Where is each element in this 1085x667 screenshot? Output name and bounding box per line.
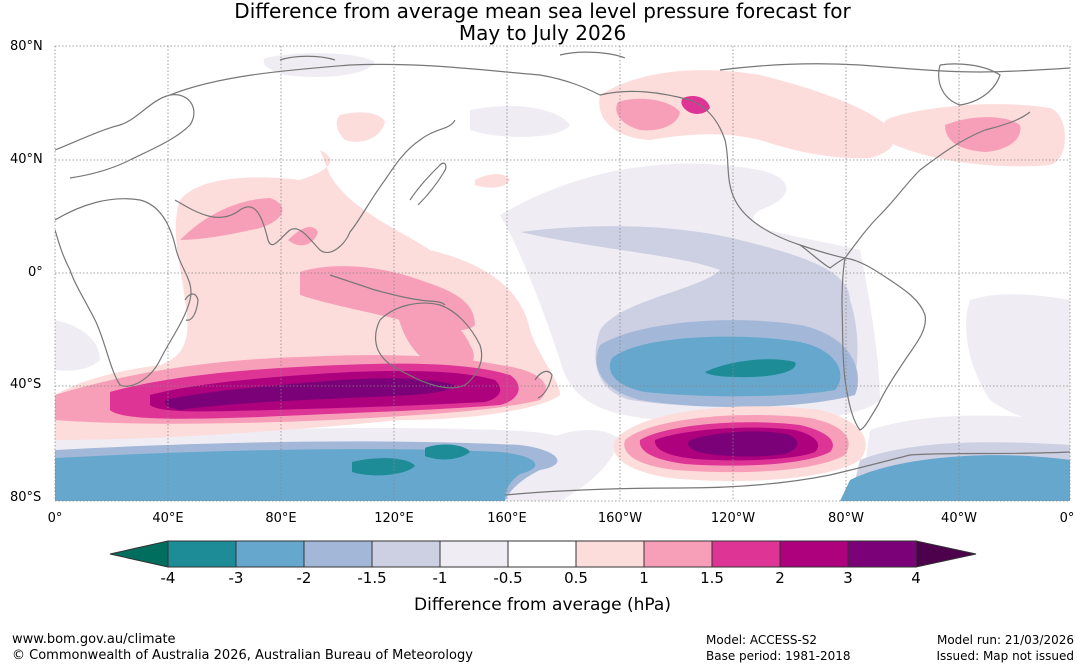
lat-label-80s: 80°S xyxy=(10,490,42,505)
coast-canada-north xyxy=(719,63,1070,73)
colorbar-segment-3 xyxy=(847,540,917,568)
colorbar-tick-label: -3 xyxy=(228,569,244,587)
arctic-weak-negative xyxy=(263,53,375,78)
southern-ocean-high xyxy=(688,431,798,457)
antarctic-core-1 xyxy=(352,458,415,476)
south-indian-ocean-high xyxy=(164,378,456,410)
colorbar-tick-label: 0.5 xyxy=(564,569,588,587)
colorbar-segment-lt-minus4 xyxy=(109,540,169,568)
colorbar-tick-label: 1 xyxy=(639,569,649,587)
coast-arctic-islands xyxy=(279,51,626,61)
coast-asia-south xyxy=(174,119,456,253)
colorbar-tick-label: 4 xyxy=(911,569,921,587)
lon-label-40w: 40°W xyxy=(941,511,977,526)
lon-label-80w: 80°W xyxy=(828,511,864,526)
map-title-line1: Difference from average mean sea level p… xyxy=(234,0,851,23)
eq-atlantic-weak-negative xyxy=(55,320,100,371)
arabia-india-positive xyxy=(180,198,283,240)
lat-label-80n: 80°N xyxy=(10,39,43,54)
lon-label-120e: 120°E xyxy=(374,511,414,526)
footer-base-period: Base period: 1981-2018 xyxy=(706,649,851,663)
colorbar-title: Difference from average (hPa) xyxy=(414,595,671,615)
lon-label-120w: 120°W xyxy=(710,511,756,526)
colorbar-segment-minus2 xyxy=(303,540,373,568)
coast-antarctica xyxy=(504,451,1070,496)
footer-model: Model: ACCESS-S2 xyxy=(706,633,818,647)
antarctic-coast-low-east xyxy=(840,455,1070,501)
colorbar-tick-label: -1 xyxy=(432,569,448,587)
north-pacific-positive xyxy=(599,70,894,159)
colorbar-segment-1 xyxy=(643,540,713,568)
footer-model-run: Model run: 21/03/2026 xyxy=(936,633,1074,647)
colorbar-tick-label: 2 xyxy=(775,569,785,587)
coast-africa xyxy=(55,198,192,387)
colorbar-segment-minus1-5 xyxy=(371,540,441,568)
coast-asia-north xyxy=(169,63,601,96)
central-asia-positive xyxy=(336,112,385,142)
alaska-high xyxy=(681,96,710,114)
lon-label-160e: 160°E xyxy=(487,511,527,526)
coast-new-zealand xyxy=(534,370,553,399)
alaska-high-1 xyxy=(616,98,680,131)
coast-central-america xyxy=(799,244,846,269)
colorbar-tick-label: 3 xyxy=(843,569,853,587)
lon-label-0-east: 0° xyxy=(1059,511,1075,526)
coast-indonesia xyxy=(329,274,446,306)
lat-label-40n: 40°N xyxy=(10,152,43,167)
colorbar-segment-minus4 xyxy=(167,540,237,568)
australia-positive xyxy=(395,300,474,372)
coast-japan xyxy=(409,162,447,206)
bay-of-bengal-positive xyxy=(288,226,318,246)
lon-label-80e: 80°E xyxy=(265,511,297,526)
colorbar-tick-label: -0.5 xyxy=(493,569,523,587)
coast-greenland xyxy=(938,63,1001,106)
se-pacific-low-core xyxy=(705,359,796,378)
coast-europe xyxy=(55,94,195,179)
lat-label-40s: 40°S xyxy=(10,377,42,392)
colorbar-segment-1-5 xyxy=(711,540,781,568)
lon-label-160w: 160°W xyxy=(597,511,643,526)
footer-issued: Issued: Map not issued xyxy=(936,649,1074,663)
colorbar-segment-minus0-5 xyxy=(507,540,577,568)
colorbar-tick-label: -2 xyxy=(296,569,312,587)
footer-website: www.bom.gov.au/climate xyxy=(12,632,176,647)
colorbar-segment-2 xyxy=(779,540,849,568)
n-pacific-weak-negative xyxy=(470,105,570,137)
coast-australia xyxy=(374,302,483,389)
n-pacific-small-positive xyxy=(475,174,510,188)
coast-north-america xyxy=(599,90,1031,259)
lon-label-0-west: 0° xyxy=(47,511,63,526)
colorbar-segment-gt-4 xyxy=(915,540,977,568)
colorbar-tick-label: -4 xyxy=(160,569,176,587)
map-title-line2: May to July 2026 xyxy=(458,21,627,45)
coast-madagascar xyxy=(184,293,199,321)
colorbar-segment-minus1 xyxy=(439,540,509,568)
colorbar-tick-label: -1.5 xyxy=(357,569,387,587)
lon-label-40e: 40°E xyxy=(152,511,184,526)
footer-copyright: © Commonwealth of Australia 2026, Austra… xyxy=(12,648,473,663)
lat-label-equator: 0° xyxy=(28,265,43,280)
east-atlantic-weak-negative xyxy=(966,294,1070,424)
colorbar-segment-0-5 xyxy=(575,540,645,568)
colorbar-segment-minus3 xyxy=(235,540,305,568)
antarctic-core-2 xyxy=(425,444,470,460)
antarctic-coast-low-west xyxy=(55,449,536,501)
coast-south-america xyxy=(841,257,927,431)
colorbar-tick-label: 1.5 xyxy=(700,569,724,587)
